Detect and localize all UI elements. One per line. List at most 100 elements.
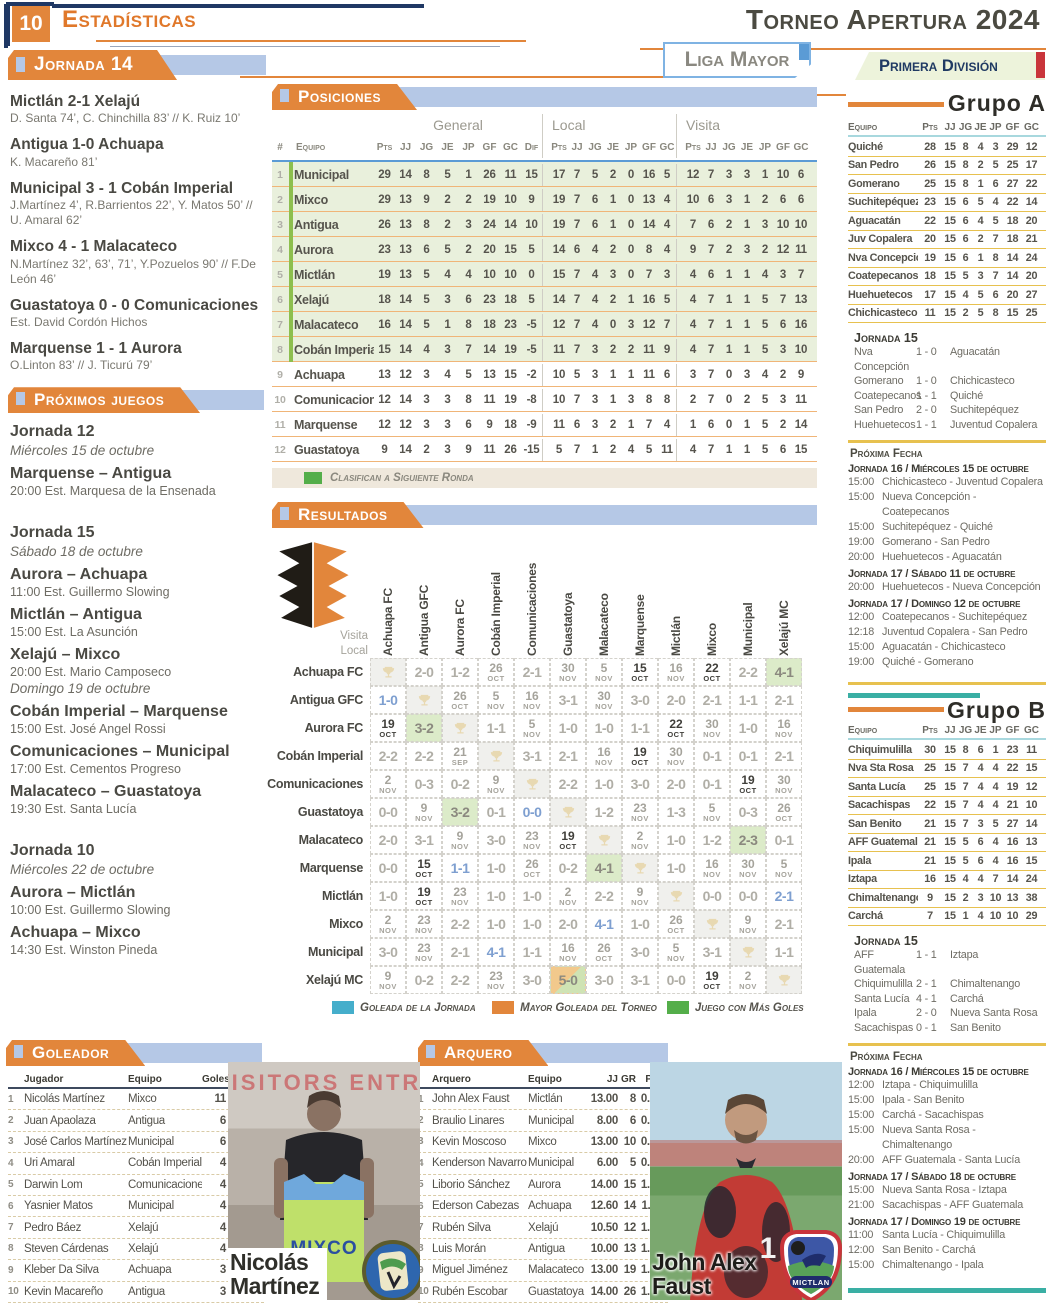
stat-value: 24 <box>1025 251 1038 264</box>
fixture-month: NOV <box>667 757 685 767</box>
score-value: 3-0 <box>522 972 542 988</box>
fixture-month: OCT <box>415 869 433 879</box>
score-value: 3-2 <box>450 804 470 820</box>
score-value: 0-3 <box>414 776 434 792</box>
col-label: Pts <box>685 141 701 153</box>
fixture-teams: Mictlán – Antigua <box>10 606 142 624</box>
fixture-info: 10:00 Est. Guillermo Slowing <box>10 903 171 918</box>
stat-value: 3 <box>992 140 999 153</box>
match-result: Guastatoya 0 - 0 Comunicaciones <box>10 296 259 314</box>
jornada-14-results: Mictlán 2-1 Xelajú D. Santa 74’, C. Chinc… <box>10 92 266 373</box>
stat-value: 17 <box>552 168 566 181</box>
score-value: 0-3 <box>738 804 758 820</box>
stat-value: 2 <box>609 418 617 431</box>
stat-value: 6 <box>573 418 581 431</box>
stat-value: 2 <box>465 243 472 256</box>
matrix-date-cell: 16 NOV <box>694 854 730 882</box>
stat-value: 1 <box>962 910 969 923</box>
stat-value: 8 <box>962 743 969 756</box>
away-team: Chimaltenango <box>950 978 1021 990</box>
stat-value: 9 <box>423 193 430 206</box>
stat-value: 19 <box>1006 780 1019 793</box>
fixture-day: 30 <box>741 856 755 871</box>
matrix-date-cell: 2 NOV <box>370 770 406 798</box>
stat-value: 4 <box>663 193 671 206</box>
fixture-month: OCT <box>667 925 685 935</box>
stat-value: 1 <box>743 293 751 306</box>
stat-value: 0 <box>627 243 635 256</box>
matrix-date-cell: 19 OCT <box>370 714 406 742</box>
goleador-banner: Goleador <box>6 1040 264 1066</box>
fixture-month: NOV <box>451 897 469 907</box>
legend-color-swatch <box>492 1001 515 1014</box>
stat-value: 25 <box>924 177 936 190</box>
matrix-column-team: Xelajú MC <box>777 600 791 656</box>
score: 2 - 1 <box>916 978 937 990</box>
center-column: Posiciones General Local Visita # Equipo Pts J… <box>267 84 817 1014</box>
page-title: Estadísticas <box>62 6 197 33</box>
fixture-month: NOV <box>631 841 649 851</box>
col-label: GF <box>1005 725 1020 736</box>
stat-value: 18 <box>378 293 391 306</box>
stat-value: 1 <box>743 218 751 231</box>
stat-value: 4 <box>219 1157 226 1170</box>
kickoff-time: 20:00 <box>848 551 875 563</box>
stat-value: 15 <box>944 140 956 153</box>
stat-value: 16 <box>642 293 656 306</box>
position-number: 2 <box>277 193 283 206</box>
stat-value: 1 <box>977 177 984 190</box>
fixture-month: NOV <box>559 897 577 907</box>
position-number: 5 <box>277 268 283 281</box>
stat-value: 16 <box>1006 854 1019 867</box>
position-number: 10 <box>274 393 286 406</box>
player-name: Pedro Báez <box>24 1221 82 1234</box>
stat-value: 7 <box>573 318 581 331</box>
fixture-month: OCT <box>667 729 685 739</box>
stat-value: 5 <box>573 368 581 381</box>
stat-value: 3 <box>444 443 451 456</box>
score-value: 1-2 <box>702 832 722 848</box>
stat-value: 8 <box>962 159 969 172</box>
stat-value: 3 <box>663 268 671 281</box>
fixture-teams: Achuapa – Mixco <box>10 924 141 942</box>
schedule-row: 15:00 Aguacatán - Chichicasteco <box>848 640 1046 655</box>
qualified-bar <box>289 287 293 312</box>
matrix-score-cell: 0-1 <box>478 798 514 826</box>
stat-value: 6 <box>465 293 472 306</box>
matrix-date-cell: 15 OCT <box>406 854 442 882</box>
stat-value: 15 <box>944 177 956 190</box>
schedule-row: 15:00 Nueva Santa Rosa - Iztapa <box>848 1183 1046 1198</box>
stat-value: 12 <box>1025 780 1038 793</box>
score-value: 1-0 <box>558 720 578 736</box>
matrix-score-cell: 3-0 <box>370 938 406 966</box>
fixture-teams: Cobán Imperial – Marquense <box>10 703 228 721</box>
score: 1 - 1 <box>916 949 937 961</box>
stat-value: 10.50 <box>590 1221 619 1234</box>
stat-value: Iztapa <box>848 873 877 886</box>
matrix-score-cell: 2-2 <box>442 910 478 938</box>
matrix-self-cell <box>622 854 658 882</box>
stat-value: 12 <box>399 418 412 431</box>
kickoff-time: 15:00 <box>848 641 875 653</box>
schedule-heading: Jornada 17 / Sábado 18 de octubre <box>848 1171 1016 1183</box>
fixture-day: 22 <box>705 660 719 675</box>
fixture-day: 23 <box>417 940 431 955</box>
stat-value: 3 <box>591 418 599 431</box>
stat-value: 8 <box>465 393 472 406</box>
results-legend: Goleada de la Jornada Mayor Goleada del T… <box>272 1001 817 1014</box>
stat-value: 3 <box>591 393 599 406</box>
stat-value: 5 <box>663 293 671 306</box>
player-name: Kevin Moscoso <box>432 1135 507 1148</box>
stat-value: 0 <box>627 218 635 231</box>
trophy-icon <box>742 946 754 957</box>
team-name: Municipal <box>528 1157 574 1170</box>
stat-value: 25 <box>1025 307 1038 320</box>
matrix-score-cell: 2-3 <box>730 826 766 854</box>
stat-value: 20 <box>1025 270 1038 283</box>
stat-value: 11 <box>553 343 565 356</box>
col-label: # <box>277 141 283 153</box>
results-matrix-corner: Visita Local <box>272 536 370 658</box>
team-name: Cobán Imperial <box>128 1157 202 1170</box>
stat-value: 11 <box>924 307 936 320</box>
matrix-score-cell: 0-3 <box>730 798 766 826</box>
